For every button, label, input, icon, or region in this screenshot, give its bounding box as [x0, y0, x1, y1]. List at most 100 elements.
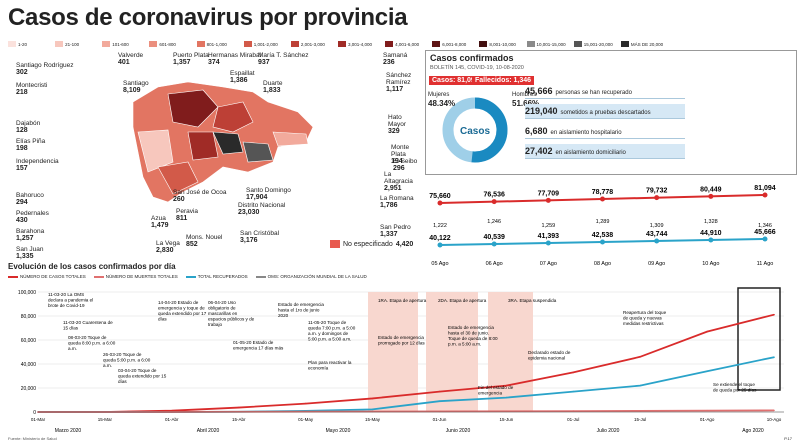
month-label: Ago 2020 — [742, 428, 764, 434]
legend-range-12: 15,001-20,000 — [573, 40, 621, 48]
x-tick-label: 01-Ago — [700, 417, 715, 422]
province-value: 294 — [16, 199, 28, 206]
province-value: 1,257 — [16, 235, 34, 242]
series-point — [639, 384, 641, 387]
timeline-annotation: Estado de emergencia prorrogado por 12 dí… — [378, 335, 425, 346]
series-point — [639, 410, 641, 412]
mujeres-label: Mujeres — [428, 92, 450, 98]
legend-range-10: 8,001-10,000 — [479, 40, 526, 48]
series-point — [505, 384, 508, 387]
mini-deaths-label: 1,346 — [758, 223, 772, 229]
legend-swatch — [385, 41, 394, 47]
province-name: Santiago Rodríguez — [16, 62, 74, 69]
evolution-chart: 0 20,000 40,000 60,000 80,000 100,000 Marzo 20… — [18, 287, 784, 434]
province-label: San Juan 1,335 — [16, 246, 43, 260]
legend-label: 6,001-8,000 — [442, 41, 467, 47]
province-name: San Pedro — [380, 224, 411, 231]
series-point — [438, 390, 441, 393]
province-value: 302 — [16, 69, 28, 76]
province-label: Samaná 236 — [383, 52, 407, 66]
province-value: 157 — [16, 165, 28, 172]
province-name: Distrito Nacional — [238, 202, 286, 209]
y-tick-label: 100,000 — [18, 290, 36, 296]
mini-recovered-point — [545, 240, 551, 246]
province-value: 1,386 — [230, 77, 248, 84]
province-name: La Altagracia — [384, 171, 413, 185]
series-point — [505, 410, 508, 413]
province-name: San Juan — [16, 246, 44, 253]
province-value: 2,830 — [156, 247, 174, 254]
province-name: María T. Sánchez — [258, 52, 309, 59]
mini-deaths-label: 1,222 — [433, 223, 447, 229]
legend-swatch — [243, 41, 252, 47]
legend-label: 8,001-10,000 — [489, 41, 516, 47]
evolution-legend-label: NÚMERO DE MUERTES TOTALES — [105, 274, 178, 279]
province-label: Monte Plata 194 — [391, 144, 420, 165]
series-point — [438, 400, 441, 402]
mujeres-pct: 48.34% — [428, 99, 456, 108]
legend-label: 3,001-4,000 — [347, 41, 373, 47]
province-label: El Seibo 296 — [393, 158, 417, 172]
cases-pill: Casos: 81,094 — [429, 76, 482, 85]
donut-label: Casos — [460, 126, 490, 137]
legend-label: 2,001-3,000 — [300, 41, 325, 47]
timeline-annotation: 01-05-20 Estado de emergencia 17 días más — [233, 340, 284, 351]
x-tick-label: 01-Abr — [165, 417, 179, 422]
timeline-annotation: Estado de emergencia hasta el 30 de junio… — [448, 325, 498, 347]
month-label: Julio 2020 — [597, 428, 620, 434]
legend-swatch — [432, 41, 441, 47]
province-value: 198 — [16, 145, 28, 152]
mini-cases-point — [600, 196, 605, 202]
mini-date-label: 05 Ago — [431, 261, 448, 267]
province-label: Barahona 1,257 — [16, 228, 44, 242]
dominican-republic-map — [132, 81, 314, 203]
mini-recovered-label: 44,910 — [700, 230, 722, 237]
province-name: La Vega — [156, 240, 180, 247]
province-value: 260 — [173, 196, 185, 203]
province-label: Santiago 8,109 — [123, 80, 149, 94]
legend-range-9: 6,001-8,000 — [432, 40, 479, 48]
y-tick-label: 60,000 — [21, 338, 37, 344]
mini-date-label: 06 Ago — [486, 261, 503, 267]
province-name: Santo Domingo — [246, 187, 291, 194]
province-value: 401 — [118, 59, 130, 66]
province-label: San José de Ocoa 260 — [173, 189, 226, 203]
legend-range-13: MÁS DE 20,000 — [620, 40, 668, 48]
province-label: Independencia 157 — [16, 158, 59, 172]
series-point — [572, 371, 575, 374]
province-label: María T. Sánchez 937 — [258, 52, 308, 66]
hombres-label: Hombres — [512, 92, 537, 98]
mini-cases-label: 78,778 — [592, 189, 614, 196]
province-label: Elías Piña 198 — [16, 138, 45, 152]
series-point — [371, 397, 374, 400]
province-value: 329 — [388, 128, 400, 135]
province-value: 128 — [16, 127, 28, 134]
province-value: 236 — [383, 59, 395, 66]
mini-deaths-label: 1,246 — [487, 219, 501, 225]
evolution-legend-item: NÚMERO DE MUERTES TOTALES — [93, 274, 178, 279]
province-label: Azua 1,479 — [151, 215, 169, 229]
timeline-annotation: 1RA. Etapa de apertura — [378, 298, 427, 303]
series-point — [304, 402, 307, 405]
x-tick-label: 15-Jun — [499, 417, 513, 422]
province-name: Elías Piña — [16, 138, 46, 145]
evolution-legend-label: NÚMERO DE CASOS TOTALES — [20, 274, 86, 279]
stat-value: 27,402 — [525, 146, 553, 156]
province-label: Hato Mayor 329 — [388, 114, 420, 135]
legend-swatch — [102, 41, 111, 47]
province-value: 1,357 — [173, 59, 191, 66]
stat-text: en aislamiento domiciliario — [555, 150, 626, 156]
stat-row: 27,402 en aislamiento domiciliario — [525, 144, 685, 159]
donut-hombres-slice — [442, 97, 508, 163]
map-legend: 1-20 21-100 101-600 601-800 801-1,000 1,001-2… — [8, 40, 668, 48]
mini-cases-point — [437, 200, 443, 206]
evolution-legend-item: NÚMERO DE CASOS TOTALES — [8, 274, 86, 279]
legend-range-11: 10,001-15,000 — [526, 40, 574, 48]
province-value: 1,786 — [380, 202, 398, 209]
province-label: San Cristóbal 3,176 — [240, 230, 279, 244]
gender-donut: Casos — [442, 97, 508, 163]
province-name: Duarte — [263, 80, 283, 87]
cases-panel-subheader: BOLETÍN 145, COVID-19, 10-08-2020 — [430, 65, 524, 71]
mini-recovered-point — [600, 239, 605, 245]
timeline-annotation: 2DA. Etapa de apertura — [438, 298, 487, 303]
